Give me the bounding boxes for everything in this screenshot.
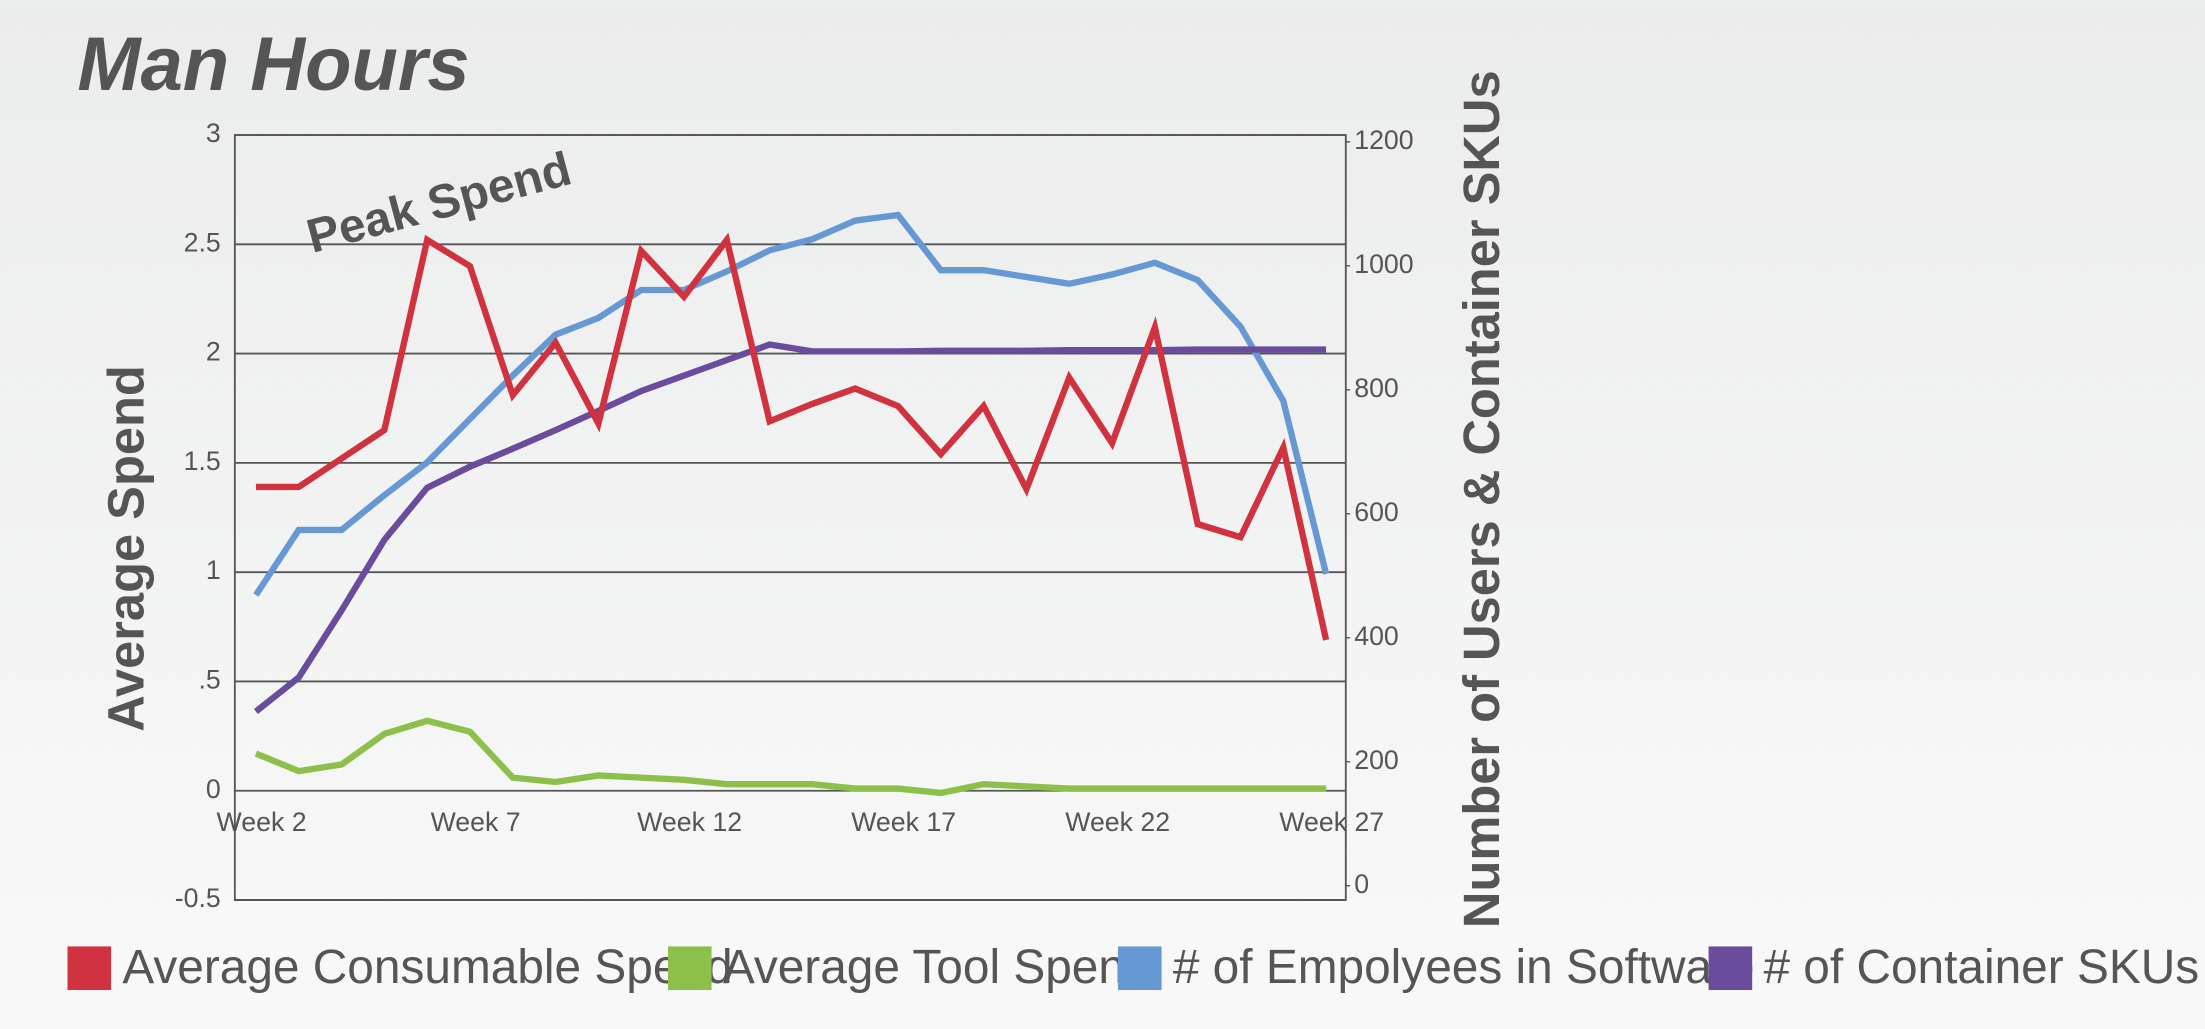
y-tick-label: 1 xyxy=(206,555,221,585)
x-tick-label: Week 7 xyxy=(431,807,521,837)
x-tick-label: Week 22 xyxy=(1065,807,1170,837)
series-line xyxy=(254,717,1327,797)
x-tick-label: Week 2 xyxy=(217,807,307,837)
legend-swatch xyxy=(1708,946,1753,991)
y2-tick-label: 600 xyxy=(1354,497,1399,527)
y-tick-label: .5 xyxy=(199,665,221,695)
plot-border xyxy=(233,134,1347,901)
chart-title: Man Hours xyxy=(77,22,469,107)
legend-swatch xyxy=(67,946,112,991)
legend-swatch xyxy=(667,946,712,991)
legend-swatch xyxy=(1117,946,1162,991)
legend-label: # of Empolyees in Software xyxy=(1173,941,1755,994)
legend-label: Average Consumable Spend xyxy=(122,941,732,994)
y2-tick-label: 200 xyxy=(1354,745,1399,775)
y-tick-label: 0 xyxy=(206,774,221,804)
y2-tick-label: 400 xyxy=(1354,621,1399,651)
y2-tick-label: 1200 xyxy=(1354,125,1413,155)
y2-tick-label: 1000 xyxy=(1354,249,1413,279)
series-line xyxy=(253,211,1330,597)
y-tick-label: 2 xyxy=(206,337,221,367)
x-tick-label: Week 12 xyxy=(637,807,742,837)
y-axis-label: Average Spend xyxy=(97,365,154,732)
legend-label: # of Container SKUs xyxy=(1763,941,2199,994)
y2-axis-label: Number of Users & Container SKUs xyxy=(1453,70,1510,928)
legend-label: Average Tool Spend xyxy=(723,941,1152,994)
series-line xyxy=(255,232,1330,641)
x-tick-label: Week 17 xyxy=(851,807,956,837)
y-tick-label: -0.5 xyxy=(175,883,221,913)
y-tick-label: 2.5 xyxy=(184,227,221,257)
y2-tick-label: 0 xyxy=(1354,869,1369,899)
y2-tick-label: 800 xyxy=(1354,373,1399,403)
y-tick-label: 1.5 xyxy=(184,446,221,476)
x-tick-label: Week 27 xyxy=(1279,807,1384,837)
series-line xyxy=(253,341,1327,715)
y-tick-label: 3 xyxy=(206,118,221,148)
